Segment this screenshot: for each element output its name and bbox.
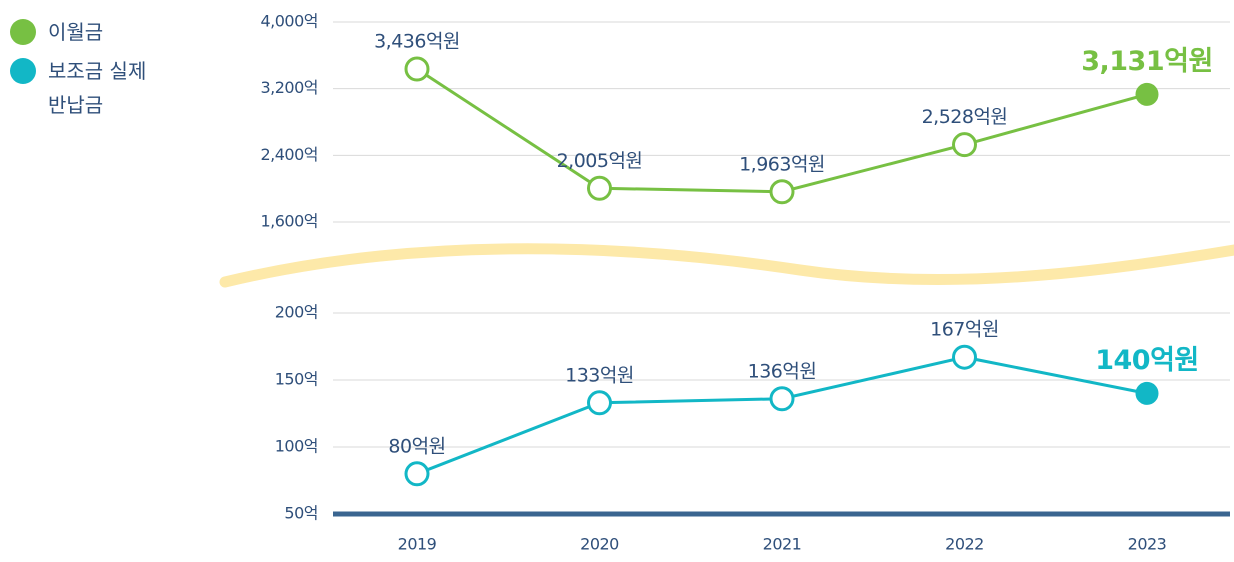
x-tick-label: 2022	[945, 535, 984, 554]
data-point	[952, 132, 977, 158]
legend-label: 보조금 실제반납금	[48, 59, 147, 117]
data-label: 167억원	[930, 319, 999, 341]
data-point	[587, 175, 612, 201]
x-tick-label: 2021	[763, 535, 802, 554]
data-point	[404, 461, 430, 487]
y-tick-label: 3,200억	[260, 78, 318, 97]
legend-swatch	[10, 19, 36, 45]
y-tick-label: 100억	[275, 437, 318, 456]
y-tick-label: 4,000억	[260, 12, 318, 31]
data-point	[769, 179, 795, 205]
data-label: 80억원	[388, 435, 445, 457]
data-point	[404, 56, 430, 82]
data-label: 140억원	[1095, 345, 1199, 376]
y-tick-label: 150억	[275, 370, 318, 389]
x-tick-label: 2023	[1128, 535, 1167, 554]
data-label: 2,005억원	[557, 150, 643, 172]
data-label: 3,436억원	[374, 31, 460, 53]
data-label: 133억원	[565, 364, 634, 386]
axis-break	[219, 243, 1234, 288]
data-point	[1135, 82, 1159, 106]
data-point	[1135, 381, 1159, 405]
x-tick-label: 2020	[580, 535, 619, 554]
data-point	[952, 344, 977, 370]
data-label: 2,528억원	[922, 106, 1008, 128]
data-point	[769, 386, 795, 412]
legend-item: 이월금	[10, 18, 180, 49]
x-tick-label: 2019	[398, 535, 437, 554]
y-tick-label: 50억	[284, 504, 318, 523]
y-tick-label: 200억	[275, 303, 318, 322]
y-tick-label: 1,600억	[260, 212, 318, 231]
y-tick-label: 2,400억	[260, 145, 318, 164]
legend-label: 이월금	[48, 20, 104, 44]
data-point	[587, 390, 612, 416]
data-label: 3,131억원	[1081, 46, 1213, 77]
legend-swatch	[10, 58, 36, 84]
legend-item: 보조금 실제반납금	[10, 57, 180, 122]
data-label: 136억원	[748, 360, 817, 382]
data-label: 1,963억원	[739, 153, 825, 175]
